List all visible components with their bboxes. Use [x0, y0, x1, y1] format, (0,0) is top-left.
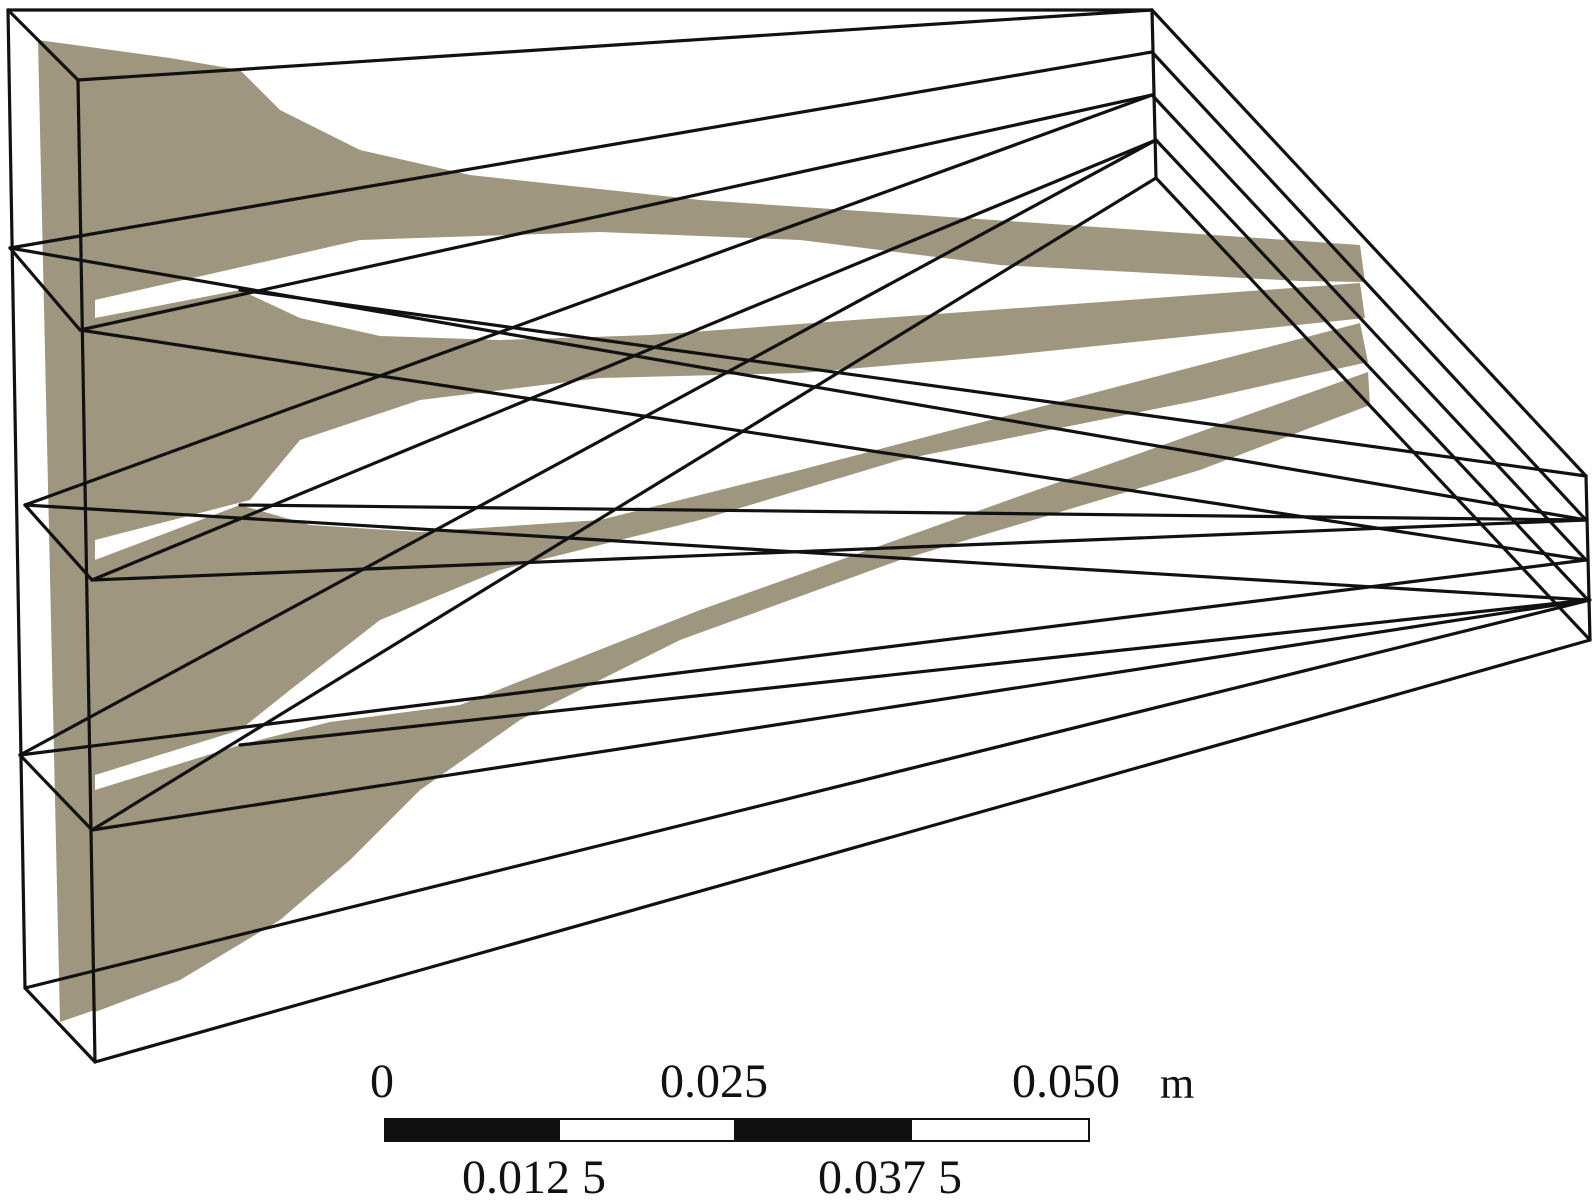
scale-unit: m: [1160, 1059, 1195, 1108]
layer1-top: [8, 50, 1154, 250]
edge-right-top: [1150, 8, 1588, 478]
material-top-fan: [38, 40, 1365, 300]
material-second-fan: [95, 283, 1365, 540]
edge-left-inner: [76, 78, 97, 1064]
layer2-top: [23, 93, 1154, 507]
right-stack-1: [1150, 50, 1588, 522]
diagonal-f: [90, 598, 1590, 832]
diagonal-h: [238, 503, 1588, 522]
diagonal-d: [90, 518, 1588, 582]
scale-segment-3: [734, 1118, 912, 1142]
edge-bottom-back: [23, 598, 1592, 990]
scale-label-0-025: 0.025: [660, 1055, 768, 1108]
diagonal-g: [238, 288, 1588, 478]
scale-label-0-050: 0.050: [1012, 1055, 1120, 1108]
material-bottom-fan: [95, 372, 1370, 1012]
scale-segment-1: [384, 1118, 560, 1142]
diagonal-e: [18, 558, 1588, 757]
scale-segment-4: [910, 1118, 1090, 1142]
edge-right-side: [1584, 474, 1592, 642]
scale-label-0-0125: 0.012 5: [462, 1151, 606, 1204]
layer3-top: [18, 138, 1158, 757]
edge-bottom-front: [93, 638, 1592, 1064]
wireframe-edges: [6, 8, 1592, 1064]
diagonal-b: [78, 328, 1588, 562]
right-stack-4: [1154, 176, 1592, 642]
optimized-material-region: [38, 40, 1370, 1022]
edge-top-front: [76, 8, 1154, 82]
scale-label-0-0375: 0.037 5: [818, 1151, 962, 1204]
edge-right-back: [1150, 8, 1158, 180]
right-stack-2: [1150, 93, 1588, 562]
scale-segment-2: [558, 1118, 736, 1142]
scale-label-0: 0: [370, 1055, 394, 1108]
edge-top-diagonal: [6, 8, 80, 82]
diagonal-i: [238, 598, 1590, 747]
